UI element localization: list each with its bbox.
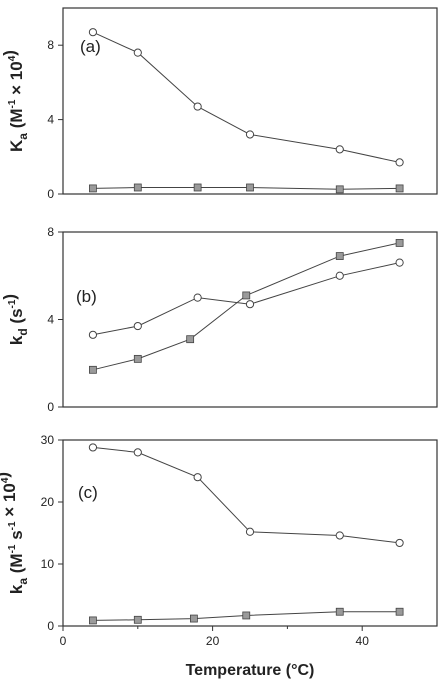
data-point-square: [395, 184, 404, 193]
series-line-square: [92, 242, 400, 371]
data-point-square: [242, 291, 251, 300]
x-axis-label: Temperature (°C): [186, 662, 315, 679]
panel-label: (b): [76, 287, 97, 306]
data-point-square: [395, 239, 404, 247]
data-point-circle: [88, 443, 98, 452]
y-tick-label: 4: [47, 313, 54, 327]
data-point-circle: [193, 293, 202, 302]
data-point-circle: [335, 145, 344, 154]
y-tick-label: 20: [41, 495, 55, 509]
data-point-circle: [395, 158, 404, 167]
data-point-square: [186, 335, 195, 344]
panel-label: (c): [78, 483, 98, 502]
panel-3: 0 10 20 30 0 20 40 (c) ka (M-1 s-1 × 104): [0, 433, 438, 648]
data-point-square: [133, 183, 142, 192]
data-point-circle: [88, 28, 98, 37]
x-tick-label: 20: [206, 634, 220, 648]
series-line-square: [92, 611, 400, 621]
data-point-square: [335, 252, 344, 260]
data-point-circle: [193, 473, 202, 482]
data-point-square: [89, 365, 97, 374]
series-line-square: [92, 187, 400, 190]
y-axis-label: Ka (M-1 × 104): [0, 50, 30, 152]
y-axis-label: ka (M-1 s-1 × 104): [0, 472, 30, 594]
data-point-square: [335, 607, 344, 616]
data-point-circle: [133, 321, 142, 331]
y-tick-label: 10: [41, 557, 55, 571]
data-point-square: [89, 616, 97, 625]
plot-frame: [62, 231, 438, 408]
series-line-circle: [92, 31, 400, 163]
data-point-circle: [133, 448, 142, 457]
data-point-square: [246, 183, 254, 192]
data-point-circle: [395, 258, 404, 267]
data-point-circle: [245, 527, 255, 536]
data-point-circle: [335, 271, 344, 280]
y-tick-label: 0: [47, 400, 54, 414]
panel-label: (a): [80, 37, 101, 56]
panel-1: 0 4 8 (a) Ka (M-1 × 104): [0, 7, 438, 201]
y-tick-label: 8: [47, 225, 54, 239]
data-point-square: [189, 614, 198, 623]
y-tick-label: 4: [47, 113, 54, 127]
y-tick-label: 0: [47, 187, 54, 201]
data-point-square: [395, 607, 404, 616]
data-point-square: [133, 615, 142, 624]
data-point-circle: [193, 102, 202, 111]
data-point-circle: [245, 130, 255, 139]
plot-frame: [62, 7, 438, 195]
data-point-circle: [133, 48, 142, 57]
data-point-square: [89, 184, 97, 193]
series-line-circle: [92, 262, 400, 336]
data-point-circle: [395, 538, 404, 548]
data-point-square: [335, 185, 344, 194]
data-point-circle: [245, 300, 255, 309]
plot-frame: [62, 439, 438, 627]
data-point-square: [133, 354, 142, 363]
x-tick-label: 0: [60, 634, 67, 648]
y-tick-label: 30: [41, 433, 55, 447]
y-axis-label: kd (s-1): [0, 294, 30, 345]
data-point-circle: [88, 330, 98, 339]
data-point-square: [242, 611, 251, 620]
y-tick-label: 0: [47, 619, 54, 633]
panel-2: 0 4 8 (b) kd (s-1): [0, 225, 438, 414]
series-line-circle: [92, 446, 400, 544]
data-point-square: [193, 183, 202, 192]
x-tick-label: 40: [356, 634, 370, 648]
data-point-circle: [335, 531, 344, 540]
y-tick-label: 8: [47, 38, 54, 52]
